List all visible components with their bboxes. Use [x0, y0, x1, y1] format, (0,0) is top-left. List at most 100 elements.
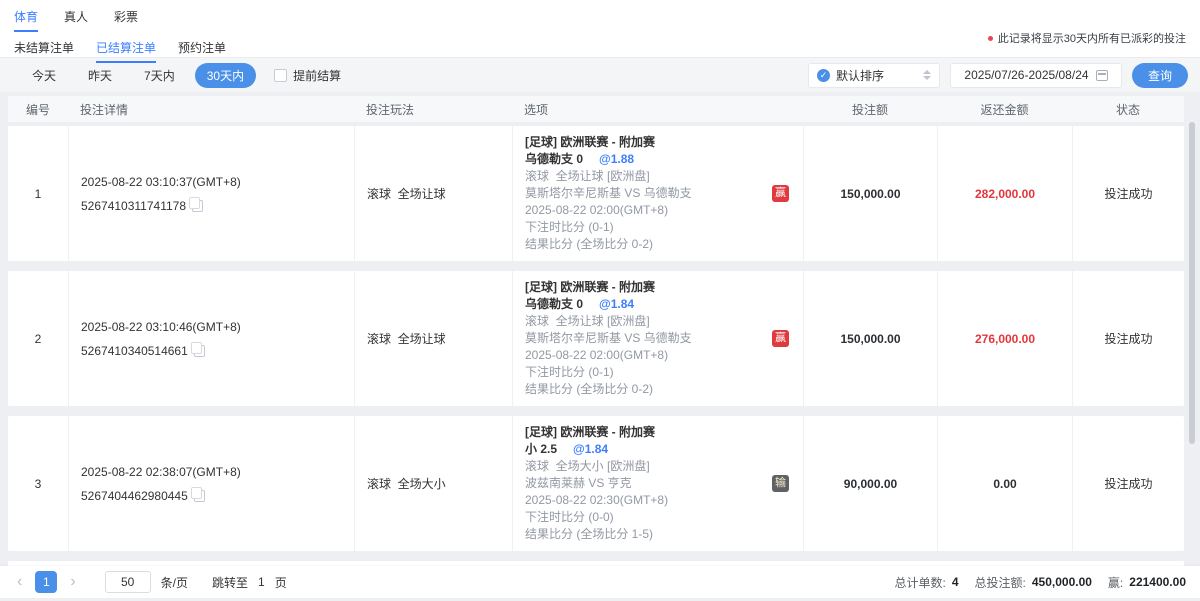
copy-icon[interactable] [189, 196, 203, 212]
bet-details-cell: 2025-08-22 02:38:07(GMT+8) 5267404462980… [68, 416, 354, 551]
league-name: [足球] 欧洲联赛 - 附加赛 [525, 425, 655, 439]
odds-link[interactable]: @1.84 [599, 297, 635, 311]
match-line: 波兹南莱赫 VS 亨克 [525, 476, 632, 490]
win-badge: 赢 [772, 329, 789, 347]
jump-page-value[interactable]: 1 [258, 575, 265, 589]
odds-link[interactable]: @1.84 [573, 442, 609, 456]
win-badge: 赢 [772, 184, 789, 202]
bet-details-cell: 2025-08-22 03:10:46(GMT+8) 5267410340514… [68, 271, 354, 406]
totals-summary: 总计单数: 4 总投注额: 450,000.00 赢: 221400.00 [894, 574, 1186, 591]
bet-score-line: 下注时比分 (0-1) [525, 365, 614, 379]
total-amount-value: 450,000.00 [1031, 575, 1092, 589]
col-header-details: 投注详情 [80, 102, 129, 117]
col-header-amount: 投注额 [851, 102, 888, 117]
col-header-play: 投注玩法 [366, 102, 415, 117]
red-dot-icon [987, 35, 993, 41]
table-header: 编号 投注详情 投注玩法 选项 投注额 返还金额 状态 [8, 96, 1184, 122]
query-button[interactable]: 查询 [1131, 62, 1188, 88]
tab-lottery[interactable]: 彩票 [114, 10, 139, 24]
sort-caret-icon [922, 70, 931, 80]
record-notice: 此记录将显示30天内所有已派彩的投注 [987, 30, 1186, 46]
tab-settled-bets[interactable]: 已结算注单 [96, 39, 157, 63]
lose-badge: 输 [772, 474, 789, 492]
page-1-button[interactable]: 1 [35, 571, 58, 593]
match-time-line: 2025-08-22 02:30(GMT+8) [525, 493, 669, 507]
sub-tabs: 未结算注单 已结算注单 预约注单 [14, 39, 1184, 63]
bet-amount: 150,000.00 [803, 126, 937, 261]
market-line: 滚球 全场让球 [欧洲盘] [525, 314, 650, 328]
table-row: 3 2025-08-22 02:38:07(GMT+8) 52674044629… [8, 416, 1184, 551]
jump-to-label: 跳转至 [212, 575, 249, 590]
bet-score-line: 下注时比分 (0-1) [525, 220, 614, 234]
tab-live[interactable]: 真人 [64, 10, 89, 24]
return-amount: 0.00 [937, 416, 1072, 551]
top-bar: 体育 真人 彩票 未结算注单 已结算注单 预约注单 此记录将显示30天内所有已派… [0, 0, 1200, 63]
bet-status: 投注成功 [1072, 416, 1184, 551]
filter-bar: 今天 昨天 7天内 30天内 提前结算 ✓ 默认排序 2025/07/26-20… [0, 58, 1200, 92]
page-unit-label: 页 [274, 575, 287, 590]
row-number: 3 [34, 476, 42, 491]
row-number: 2 [34, 331, 42, 346]
early-settle-checkbox[interactable]: 提前结算 [274, 67, 341, 84]
bet-details-cell: 2025-08-22 03:10:37(GMT+8) 5267410311741… [68, 126, 354, 261]
date-range-value: 2025/07/26-2025/08/24 [964, 68, 1089, 82]
checkbox-icon[interactable] [274, 68, 288, 82]
option-cell: [足球] 欧洲联赛 - 附加赛 小 2.5 @1.84 滚球 全场大小 [欧洲盘]… [512, 416, 803, 551]
date-range-picker[interactable]: 2025/07/26-2025/08/24 [949, 62, 1122, 88]
order-id: 5267404462980445 [81, 488, 188, 503]
row-number: 1 [34, 186, 42, 201]
tab-sports[interactable]: 体育 [14, 8, 39, 32]
tab-reserved-bets[interactable]: 预约注单 [178, 41, 227, 55]
bet-status: 投注成功 [1072, 271, 1184, 406]
notice-text: 此记录将显示30天内所有已派彩的投注 [997, 33, 1186, 45]
sort-select-value: 默认排序 [835, 68, 884, 83]
return-amount: 276,000.00 [937, 271, 1072, 406]
prev-page-button[interactable]: ‹ [17, 573, 23, 590]
option-cell: [足球] 欧洲联赛 - 附加赛 乌德勒支 0 @1.88 滚球 全场让球 [欧洲盘… [512, 126, 803, 261]
copy-icon[interactable] [190, 341, 205, 357]
check-circle-icon: ✓ [816, 68, 830, 82]
pagination-controls: ‹ 1 › 条/页 跳转至 1 页 [14, 571, 287, 593]
vertical-scrollbar[interactable] [1189, 122, 1195, 444]
bet-score-line: 下注时比分 (0-0) [525, 510, 614, 524]
match-line: 莫斯塔尔辛尼斯基 VS 乌德勒支 [525, 331, 692, 345]
league-name: [足球] 欧洲联赛 - 附加赛 [525, 280, 655, 294]
market-line: 滚球 全场让球 [欧洲盘] [525, 169, 650, 183]
bet-time: 2025-08-22 03:10:46(GMT+8) [81, 319, 241, 334]
league-name: [足球] 欧洲联赛 - 附加赛 [525, 135, 655, 149]
calendar-icon [1095, 69, 1108, 81]
range-yesterday-button[interactable]: 昨天 [88, 68, 113, 83]
total-count-value: 4 [951, 575, 959, 589]
tab-unsettled-bets[interactable]: 未结算注单 [14, 41, 75, 55]
copy-icon[interactable] [190, 486, 205, 502]
range-30days-button[interactable]: 30天内 [194, 62, 257, 88]
result-score-line: 结果比分 (全场比分 0-2) [525, 237, 654, 251]
main-tabs: 体育 真人 彩票 [14, 8, 1184, 32]
bet-time: 2025-08-22 02:38:07(GMT+8) [81, 464, 241, 479]
filter-right-group: ✓ 默认排序 2025/07/26-2025/08/24 查询 [807, 62, 1188, 88]
per-page-label: 条/页 [160, 575, 188, 590]
market-line: 滚球 全场大小 [欧洲盘] [525, 459, 650, 473]
range-7days-button[interactable]: 7天内 [144, 68, 175, 83]
table-body: 1 2025-08-22 03:10:37(GMT+8) 52674103117… [0, 122, 1200, 551]
play-type-cell: 滚球 全场大小 [354, 416, 512, 551]
order-id: 5267410340514661 [81, 343, 188, 358]
result-score-line: 结果比分 (全场比分 0-2) [525, 382, 654, 396]
col-header-option: 选项 [524, 102, 549, 117]
match-time-line: 2025-08-22 02:00(GMT+8) [525, 348, 669, 362]
total-win-value: 221400.00 [1129, 575, 1186, 589]
odds-link[interactable]: @1.88 [599, 152, 635, 166]
next-page-button[interactable]: › [70, 573, 76, 590]
total-amount-label: 总投注额: [974, 575, 1026, 590]
sort-select[interactable]: ✓ 默认排序 [807, 62, 940, 88]
quick-range-group: 今天 昨天 7天内 30天内 提前结算 [20, 62, 341, 88]
col-header-no: 编号 [25, 102, 50, 117]
pagination-bar: ‹ 1 › 条/页 跳转至 1 页 总计单数: 4 总投注额: 450,000.… [0, 566, 1200, 598]
bet-amount: 90,000.00 [803, 416, 937, 551]
range-today-button[interactable]: 今天 [32, 68, 57, 83]
pick-name: 乌德勒支 0 [525, 297, 584, 311]
col-header-status: 状态 [1115, 102, 1140, 117]
page-size-input[interactable] [104, 571, 151, 593]
total-count-label: 总计单数: [894, 575, 946, 590]
order-id: 5267410311741178 [81, 198, 186, 213]
